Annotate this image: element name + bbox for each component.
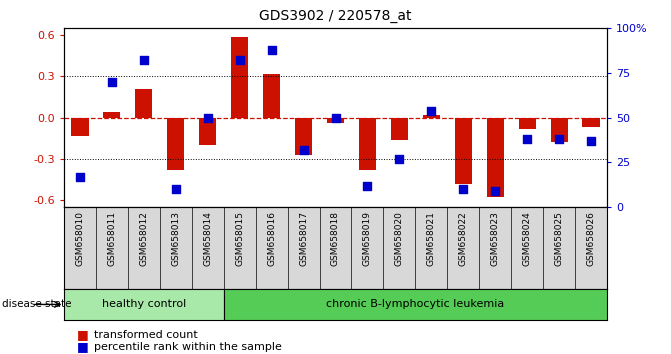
Point [202,115,213,121]
Text: transformed count: transformed count [94,330,198,339]
Text: GSM658026: GSM658026 [586,211,596,266]
Bar [359,118,376,170]
Bar [223,289,607,320]
Text: GSM658024: GSM658024 [523,211,532,266]
Bar [103,112,121,118]
Bar [295,118,312,155]
Text: GSM658015: GSM658015 [235,211,244,266]
Text: ■: ■ [77,328,89,341]
Point [170,187,181,192]
Bar [582,118,600,127]
Bar [391,118,408,140]
Bar [199,118,217,145]
Bar [64,289,223,320]
Text: GSM658011: GSM658011 [107,211,116,266]
Point [490,188,501,194]
Point [394,156,405,162]
Point [522,136,533,142]
Text: GSM658017: GSM658017 [299,211,308,266]
Point [266,47,277,53]
Text: GSM658019: GSM658019 [363,211,372,266]
Text: GSM658012: GSM658012 [139,211,148,266]
Text: healthy control: healthy control [101,299,186,309]
Text: GSM658014: GSM658014 [203,211,212,266]
Bar [263,74,280,118]
Bar [71,118,89,136]
Point [330,115,341,121]
Text: GSM658021: GSM658021 [427,211,436,266]
Text: chronic B-lymphocytic leukemia: chronic B-lymphocytic leukemia [326,299,505,309]
Text: ■: ■ [77,341,89,353]
Point [234,58,245,63]
Text: GSM658016: GSM658016 [267,211,276,266]
Point [74,174,85,179]
Text: disease state: disease state [2,299,72,309]
Bar [231,36,248,118]
Text: GSM658025: GSM658025 [555,211,564,266]
Text: GSM658010: GSM658010 [75,211,85,266]
Point [586,138,597,144]
Text: GSM658022: GSM658022 [459,211,468,266]
Text: GSM658020: GSM658020 [395,211,404,266]
Bar [519,118,536,129]
Text: GSM658023: GSM658023 [491,211,500,266]
Point [138,58,149,63]
Bar [423,115,440,118]
Bar [135,89,152,118]
Point [554,136,565,142]
Point [362,183,373,188]
Bar [550,118,568,142]
Point [106,79,117,85]
Bar [327,118,344,123]
Text: GDS3902 / 220578_at: GDS3902 / 220578_at [259,9,412,23]
Text: GSM658018: GSM658018 [331,211,340,266]
Text: percentile rank within the sample: percentile rank within the sample [94,342,282,352]
Point [298,147,309,153]
Text: GSM658013: GSM658013 [171,211,180,266]
Point [458,187,469,192]
Bar [454,118,472,184]
Bar [167,118,185,170]
Point [426,108,437,113]
Bar [486,118,504,198]
